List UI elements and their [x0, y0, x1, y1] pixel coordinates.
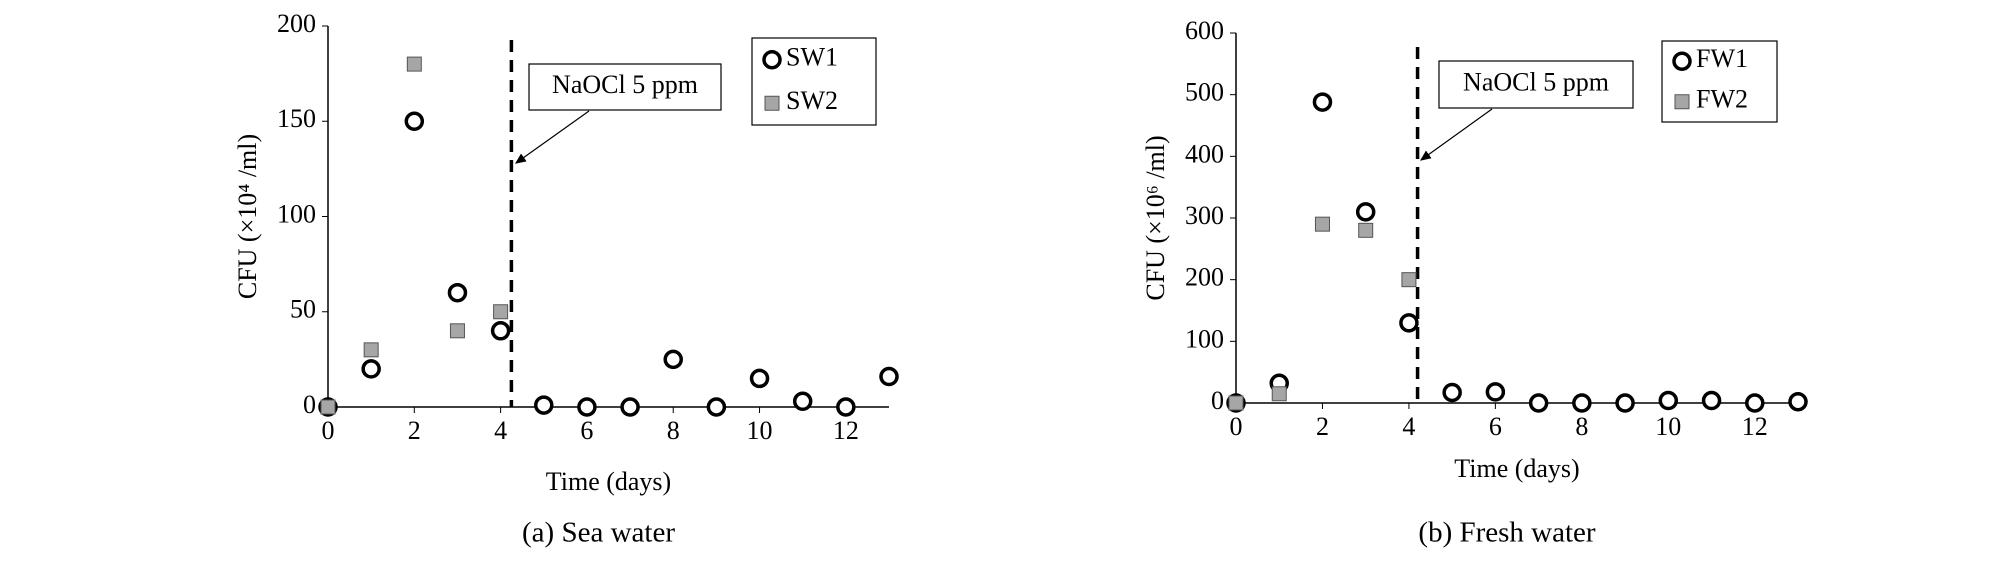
annotation-arrow: [515, 110, 590, 164]
x-axis-label: Time (days): [546, 467, 671, 496]
point: [706, 397, 727, 417]
y-tick-label: 0: [1211, 386, 1224, 415]
x-tick-label: 8: [1575, 412, 1588, 441]
x-tick-label: 12: [1742, 412, 1768, 441]
point: [534, 395, 554, 415]
point: [1271, 386, 1287, 402]
point: [749, 368, 770, 389]
legend-marker: [1672, 51, 1692, 71]
point: [1615, 393, 1635, 413]
x-tick-label: 6: [1489, 412, 1502, 441]
legend-marker: [1674, 94, 1690, 110]
legend-label: SW2: [786, 86, 838, 115]
point: [1228, 395, 1244, 411]
y-tick-label: 50: [290, 295, 316, 324]
annotation: NaOCl 5 ppm: [1463, 67, 1609, 96]
x-tick-label: 10: [747, 416, 773, 445]
x-tick-label: 4: [1402, 412, 1415, 441]
y-tick-label: 0: [303, 390, 316, 419]
point: [449, 323, 465, 339]
point: [620, 397, 640, 417]
point: [879, 366, 899, 387]
point: [493, 304, 509, 320]
caption: (b) Fresh water: [1418, 517, 1596, 549]
y-tick-label: 400: [1185, 139, 1224, 168]
legend-label: FW1: [1696, 44, 1748, 73]
x-tick-label: 4: [494, 416, 507, 445]
x-tick-label: 8: [667, 416, 680, 445]
point: [663, 349, 683, 370]
point: [1355, 202, 1376, 222]
x-tick-label: 0: [1230, 412, 1243, 441]
x-tick-label: 0: [322, 416, 335, 445]
point: [320, 399, 336, 415]
point: [1442, 382, 1462, 403]
point: [1358, 222, 1374, 238]
point: [836, 397, 856, 417]
point: [1572, 393, 1592, 413]
point: [490, 321, 511, 341]
point: [1312, 92, 1333, 112]
y-tick-label: 200: [1185, 263, 1224, 292]
point: [447, 282, 468, 303]
y-tick-label: 150: [277, 104, 316, 133]
point: [1658, 390, 1679, 411]
point: [1314, 216, 1330, 232]
point: [1401, 272, 1417, 288]
point: [1701, 390, 1722, 411]
x-axis-label: Time (days): [1454, 454, 1579, 483]
y-tick-label: 100: [1185, 324, 1224, 353]
y-tick-label: 200: [277, 9, 316, 38]
annotation: NaOCl 5 ppm: [552, 70, 698, 99]
x-tick-label: 12: [833, 416, 859, 445]
point: [406, 56, 422, 72]
point: [1745, 393, 1765, 413]
y-axis-label: CFU (×10⁶ /ml): [1141, 135, 1170, 300]
point: [1528, 393, 1549, 413]
point: [1788, 392, 1808, 412]
point: [361, 359, 381, 379]
annotation-arrow: [1420, 108, 1493, 161]
y-tick-label: 500: [1185, 78, 1224, 107]
y-axis-label: CFU (×10⁴ /ml): [233, 134, 262, 299]
point: [1485, 382, 1506, 402]
legend-label: FW2: [1696, 85, 1748, 114]
annotation-box: [1438, 60, 1634, 109]
legend-label: SW1: [786, 43, 838, 72]
x-tick-label: 2: [408, 416, 421, 445]
annotation-box: [528, 63, 722, 111]
x-tick-label: 6: [580, 416, 593, 445]
x-tick-label: 2: [1316, 412, 1329, 441]
y-tick-label: 600: [1185, 16, 1224, 45]
x-tick-label: 10: [1655, 412, 1681, 441]
point: [577, 397, 597, 417]
legend-marker: [764, 95, 780, 111]
y-tick-label: 300: [1185, 201, 1224, 230]
y-tick-label: 100: [277, 199, 316, 228]
point: [1399, 313, 1419, 333]
legend-marker: [762, 50, 782, 70]
point: [404, 111, 425, 131]
point: [792, 391, 813, 412]
caption: (a) Sea water: [522, 517, 675, 549]
point: [363, 342, 379, 358]
